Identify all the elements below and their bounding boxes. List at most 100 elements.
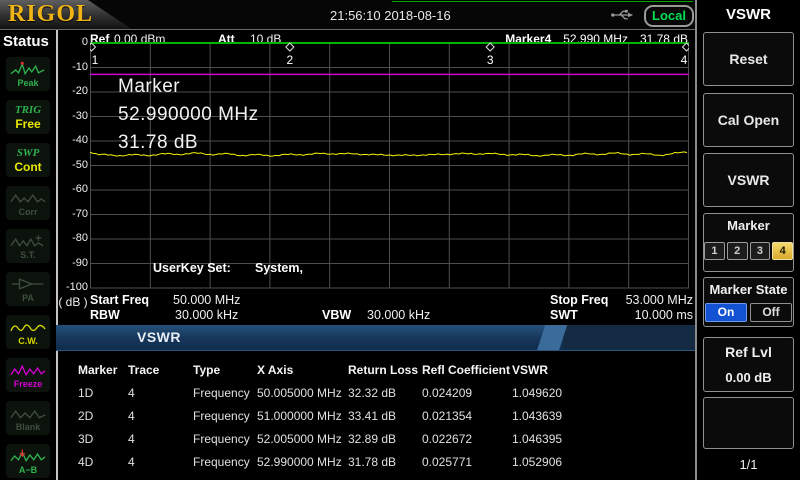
sidebar-divider <box>56 30 58 480</box>
marker-select-option-4[interactable]: 4 <box>772 242 793 260</box>
marker-diamond <box>485 42 495 52</box>
userkey-message: UserKey Set: System, <box>153 261 303 275</box>
table-cell: 3D <box>78 431 94 446</box>
freq-status-row: Start Freq 50.000 MHz Stop Freq 53.000 M… <box>58 293 697 307</box>
ref-lvl-label: Ref Lvl <box>725 344 772 360</box>
stop-freq-label: Stop Freq <box>550 293 609 307</box>
marker-select-option-3[interactable]: 3 <box>749 242 771 260</box>
menu-divider <box>695 0 697 480</box>
status-tile-cw: C.W. <box>6 315 50 349</box>
swt-label: SWT <box>550 308 578 322</box>
y-tick-label: -70 <box>72 207 88 220</box>
header-divider <box>0 29 697 30</box>
table-title-bar: VSWR <box>56 325 697 351</box>
waveform-blank-icon <box>8 405 48 422</box>
y-tick-label: -10 <box>72 60 88 73</box>
status-tile-label: S.T. <box>20 249 36 260</box>
status-tile-ab: A−B <box>6 444 50 478</box>
table-cell: 52.990000 MHz <box>257 454 342 469</box>
status-tiles: Peak TRIG Free SWP Cont Corr S.T. PA C.W. Freeze B… <box>6 57 50 478</box>
menu-button-reset[interactable]: Reset <box>703 32 794 86</box>
marker-number-label: 2 <box>286 53 293 67</box>
table-cell: 4D <box>78 454 94 469</box>
y-axis-labels: 0 -10 -20 -30 -40 -50 -60 -70 -80 -90 -100 <box>58 36 88 293</box>
table-cell: 1.049620 <box>512 385 563 400</box>
status-tile-state: Cont <box>14 159 42 174</box>
marker-select-label: Marker <box>727 218 770 233</box>
menu-button-label: Reset <box>729 51 768 67</box>
menu-button-label: VSWR <box>727 172 770 188</box>
table-cell: 33.41 dB <box>348 408 397 423</box>
table-cell: 1.046395 <box>512 431 563 446</box>
marker-select-option-2[interactable]: 2 <box>726 242 748 260</box>
status-tile-label: Corr <box>18 206 38 217</box>
marker-readout-level: 31.78 dB <box>118 132 199 153</box>
marker-diamond <box>285 42 295 52</box>
table-cell: 51.000000 MHz <box>257 408 342 423</box>
table-cell: 0.024209 <box>422 385 473 400</box>
menu-button-cal-open[interactable]: Cal Open <box>703 93 794 147</box>
table-cell: 31.78 dB <box>348 454 397 469</box>
y-tick-label: -60 <box>72 183 88 195</box>
y-tick-label: -30 <box>72 109 88 122</box>
menu-page-indicator: 1/1 <box>739 457 758 472</box>
status-tile-st: S.T. <box>6 229 50 263</box>
y-tick-label: -90 <box>72 256 88 269</box>
status-tile-blank: Blank <box>6 401 50 435</box>
y-tick-label: 0 <box>81 36 88 48</box>
swt-value: 10.000 ms <box>634 308 693 322</box>
marker-number-label: 3 <box>487 53 494 67</box>
marker-diamond <box>681 42 689 52</box>
table-cell: Frequency <box>193 431 250 446</box>
table-cell: 2D <box>78 408 94 423</box>
table-cell: 1.043639 <box>512 408 563 423</box>
table-column-header: Refl Coefficient <box>422 362 511 377</box>
status-panel-title: Status <box>3 33 49 50</box>
y-tick-label: -50 <box>72 158 88 171</box>
marker-select-option-1[interactable]: 1 <box>704 242 725 260</box>
table-title-tab <box>56 325 563 350</box>
ref-lvl-value: 0.00 dB <box>725 370 772 385</box>
menu-button-vswr[interactable]: VSWR <box>703 153 794 207</box>
table-cell: 4 <box>128 431 135 446</box>
trace-plot: 1 2 3 4 <box>90 42 689 290</box>
table-cell: 1D <box>78 385 94 400</box>
status-tile-label: Freeze <box>13 378 43 389</box>
table-cell: 32.32 dB <box>348 385 397 400</box>
top-header-bar: RIGOL 21:56:10 2018-08-16 Local <box>0 0 697 30</box>
y-tick-label: -100 <box>65 281 88 293</box>
marker-readout-title: Marker <box>118 76 181 97</box>
marker-state-on-button[interactable]: On <box>705 303 747 322</box>
marker-readout: Marker 52.990000 MHz 31.78 dB <box>118 73 259 157</box>
status-tile-freeze: Freeze <box>6 358 50 392</box>
userkey-value: System, <box>255 261 303 275</box>
table-cell: 0.025771 <box>422 454 473 469</box>
vbw-value: 30.000 kHz <box>367 308 431 322</box>
table-row: 1D 4 Frequency 50.005000 MHz 32.32 dB 0.02420… <box>58 381 697 404</box>
menu-button-ref-lvl[interactable]: Ref Lvl 0.00 dB <box>703 337 794 392</box>
y-tick-label: -40 <box>72 134 88 146</box>
marker-state-off-button[interactable]: Off <box>750 303 792 322</box>
menu-button-label: Cal Open <box>717 112 780 128</box>
waveform-peak-icon <box>8 61 48 78</box>
table-row: 2D 4 Frequency 51.000000 MHz 33.41 dB 0.02135… <box>58 404 697 427</box>
table-header-row: Marker Trace Type X Axis Return Loss Refl Coe… <box>58 358 697 381</box>
marker-readout-freq: 52.990000 MHz <box>118 104 259 125</box>
status-tile-label: PA <box>22 292 34 303</box>
table-cell: 52.005000 MHz <box>257 431 342 446</box>
menu-button-blank[interactable] <box>703 397 794 449</box>
bw-status-row: RBW 30.000 kHz VBW 30.000 kHz SWT 10.000… <box>58 308 697 322</box>
userkey-label: UserKey Set: <box>153 261 231 275</box>
marker-state-group[interactable]: Marker State On Off <box>703 277 794 327</box>
amplifier-icon <box>8 276 48 293</box>
usb-icon <box>611 9 633 20</box>
table-cell: 4 <box>128 454 135 469</box>
menu-title: VSWR <box>726 6 771 23</box>
status-sidebar: Status Peak TRIG Free SWP Cont Corr S.T. PA C.W.… <box>0 30 56 480</box>
marker-number-label: 4 <box>681 53 688 67</box>
waveform-ab-icon <box>8 448 48 465</box>
table-column-header: Trace <box>128 362 160 377</box>
status-tile-mode: TRIG <box>14 103 42 116</box>
